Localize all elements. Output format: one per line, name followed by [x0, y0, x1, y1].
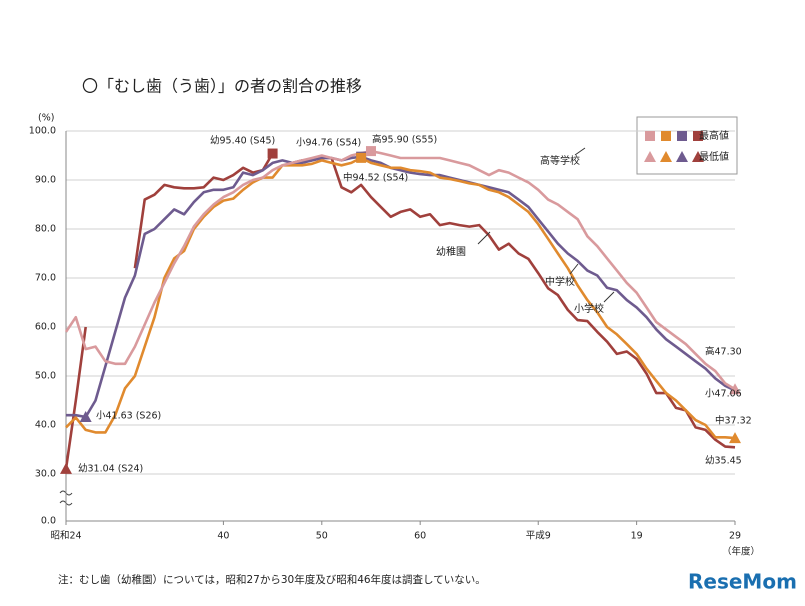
y-tick-label: 60.0 — [35, 322, 56, 333]
chart-title: 〇「むし歯（う歯）」の者の割合の推移 — [82, 77, 362, 96]
y-tick-label: 90.0 — [35, 175, 56, 186]
series-line — [65, 156, 736, 440]
min-marker — [729, 383, 741, 395]
leader-line — [603, 291, 615, 303]
annotation: 小47.06 — [705, 389, 742, 400]
y-unit: (%) — [38, 113, 54, 124]
legend-swatch — [676, 151, 688, 162]
legend-box — [636, 116, 738, 175]
series-label: 幼稚園 — [436, 245, 466, 258]
legend-swatch — [677, 131, 687, 141]
x-tick-label: 昭和24 — [50, 531, 81, 542]
x-tick-label: 19 — [631, 531, 643, 542]
min-marker — [60, 462, 72, 474]
annotation: 幼35.45 — [705, 455, 742, 467]
y-tick-label: 0.0 — [41, 516, 56, 527]
y-tick-label: 80.0 — [35, 224, 56, 235]
annotation: 幼31.04 (S24) — [78, 463, 143, 475]
logo: ReseMom — [688, 570, 797, 594]
legend-swatch — [644, 151, 656, 162]
annotation: 小94.76 (S54) — [296, 138, 361, 149]
x-tick-label: 50 — [316, 531, 328, 542]
leader-line — [574, 147, 586, 156]
annotation: 高95.90 (S55) — [372, 134, 437, 146]
max-marker — [356, 152, 367, 163]
min-marker — [79, 411, 92, 423]
x-tick-label: 平成9 — [526, 530, 551, 542]
legend-swatch — [693, 131, 703, 141]
y-tick-label: 50.0 — [35, 371, 56, 382]
x-unit: （年度） — [722, 546, 760, 558]
max-marker — [365, 146, 376, 157]
min-marker — [729, 432, 741, 444]
legend-swatch — [661, 131, 671, 141]
max-marker — [267, 148, 278, 159]
legend-swatch — [660, 151, 672, 162]
series-line — [64, 152, 736, 470]
y-tick-label: 70.0 — [35, 273, 56, 284]
y-tick-label: 40.0 — [35, 420, 56, 431]
annotation: 中37.32 — [715, 415, 752, 427]
legend-swatch — [645, 131, 655, 141]
y-tick-label: 30.0 — [35, 469, 56, 480]
leader-line — [477, 231, 491, 245]
legend-label: 最低値 — [699, 150, 729, 163]
leader-line — [569, 263, 579, 275]
x-tick-label: 40 — [217, 531, 229, 542]
annotation: 高47.30 — [705, 346, 742, 358]
x-tick-label: 60 — [414, 531, 426, 542]
x-tick-label: 29 — [729, 531, 741, 542]
annotation: 小41.63 (S26) — [96, 411, 161, 422]
series-label: 高等学校 — [540, 154, 580, 167]
series-line — [66, 155, 736, 419]
y-tick-label: 100.0 — [29, 126, 56, 137]
series-label: 小学校 — [574, 302, 604, 315]
legend-swatch — [692, 151, 704, 162]
legend-label: 最高値 — [699, 129, 729, 142]
series-label: 中学校 — [545, 275, 575, 288]
annotation: 中94.52 (S54) — [343, 172, 408, 184]
annotation: 幼95.40 (S45) — [210, 135, 275, 147]
series-line — [64, 149, 736, 391]
note: 注：むし歯（幼稚園）については，昭和27から30年度及び昭和46年度は調査してい… — [58, 573, 486, 586]
